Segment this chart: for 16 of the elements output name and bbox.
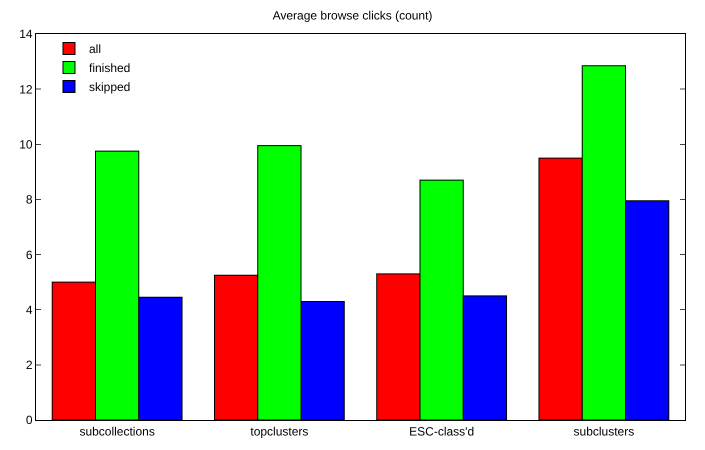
- x-tick-label: topclusters: [250, 424, 308, 438]
- x-tick-label: subcollections: [79, 424, 155, 438]
- x-tick-label: ESC-class'd: [409, 424, 474, 438]
- x-tick-label: subclusters: [574, 424, 634, 438]
- y-tick-label: 8: [26, 192, 33, 207]
- legend-label: all: [88, 42, 101, 56]
- y-tick-label: 2: [26, 358, 33, 372]
- y-tick-label: 14: [19, 27, 33, 42]
- y-tick-label: 12: [19, 82, 33, 96]
- y-tick-label: 4: [26, 302, 33, 317]
- y-tick-label: 10: [19, 137, 33, 152]
- legend-label: skipped: [88, 80, 130, 94]
- chart-title: Average browse clicks (count): [272, 8, 432, 23]
- y-tick-label: 0: [26, 413, 33, 428]
- legend-label: finished: [88, 61, 130, 76]
- y-tick-label: 6: [26, 248, 33, 262]
